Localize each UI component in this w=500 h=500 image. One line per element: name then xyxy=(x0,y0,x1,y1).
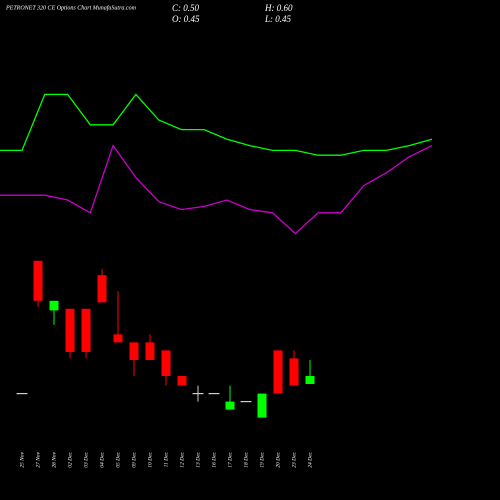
candle-body xyxy=(161,350,171,376)
indicator-line xyxy=(0,93,433,156)
date-label: 23 Dec xyxy=(291,451,297,467)
candle-body xyxy=(33,260,43,301)
date-label: 12 Dec xyxy=(179,451,185,467)
chart-title: PETRONET 320 CE Options Chart MunafaSutr… xyxy=(5,4,137,11)
candle-body xyxy=(305,376,315,384)
date-label: 20 Dec xyxy=(275,451,281,467)
date-label: 16 Dec xyxy=(211,451,217,467)
date-label: 03 Dec xyxy=(83,451,89,467)
candle-body xyxy=(97,275,107,303)
date-label: 25 Nov xyxy=(19,451,25,467)
date-label: 04 Dec xyxy=(98,451,105,467)
candle-body xyxy=(49,300,59,311)
date-label: 24 Dec xyxy=(306,451,313,467)
candle-body xyxy=(273,350,283,394)
close-label: C: 0.50 xyxy=(172,3,200,13)
candle-body xyxy=(289,358,299,386)
candle-body xyxy=(129,342,139,360)
candle-body xyxy=(225,401,235,410)
candle-body xyxy=(145,342,155,360)
low-label: L: 0.45 xyxy=(264,14,292,24)
candle-body xyxy=(177,376,187,386)
date-label: 09 Dec xyxy=(131,451,137,467)
high-label: H: 0.60 xyxy=(264,3,293,13)
open-label: O: 0.45 xyxy=(172,14,200,24)
indicator-line xyxy=(0,144,433,235)
date-label: 10 Dec xyxy=(147,451,153,467)
date-label: 17 Dec xyxy=(227,451,233,467)
date-label: 02 Dec xyxy=(67,451,73,467)
date-label: 11 Dec xyxy=(163,451,169,467)
candle-body xyxy=(257,393,267,418)
date-label: 05 Dec xyxy=(115,451,121,467)
date-label: 28 Nov xyxy=(51,451,57,467)
date-label: 27 Nov xyxy=(35,451,41,467)
candle-body xyxy=(81,308,91,352)
candle-body xyxy=(65,308,75,352)
date-label: 13 Dec xyxy=(195,451,201,467)
date-label: 19 Dec xyxy=(259,451,265,467)
candle-body xyxy=(113,334,123,343)
date-label: 18 Dec xyxy=(243,451,249,467)
